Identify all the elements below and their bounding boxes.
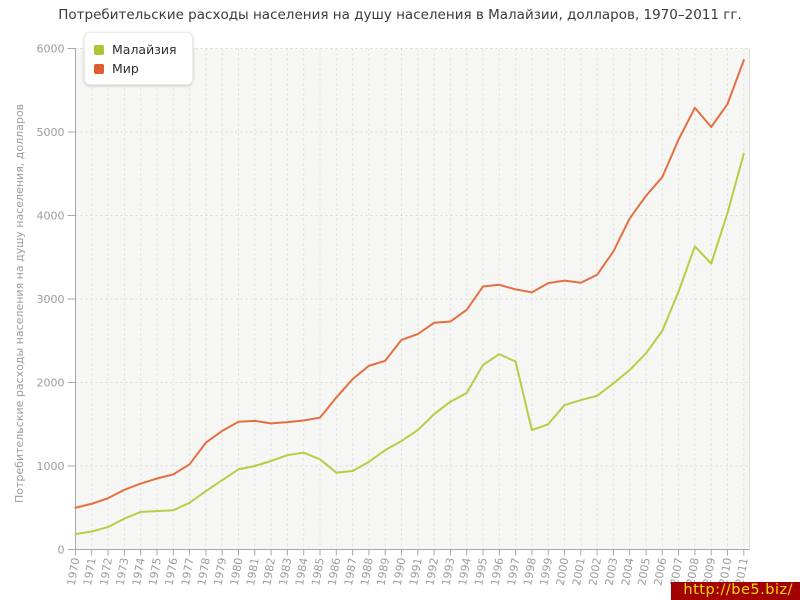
x-tick-label: 1990 <box>391 557 409 587</box>
y-tick-label: 3000 <box>37 293 65 306</box>
y-tick-label: 4000 <box>37 210 65 223</box>
x-tick-label: 2004 <box>619 557 637 587</box>
x-tick-label: 1977 <box>179 557 197 587</box>
x-tick-label: 2008 <box>684 557 702 587</box>
x-tick-label: 1999 <box>537 557 555 587</box>
legend-label-world: Мир <box>112 61 139 76</box>
x-tick-label: 1985 <box>309 557 327 587</box>
x-tick-label: 2000 <box>554 557 572 587</box>
legend-item-world[interactable]: Мир <box>94 59 177 78</box>
x-tick-label: 1974 <box>130 557 148 587</box>
x-tick-label: 2010 <box>717 557 735 587</box>
x-tick-label: 1996 <box>489 557 507 587</box>
x-tick-label: 2007 <box>668 557 686 587</box>
x-tick-label: 2003 <box>603 557 621 587</box>
legend-swatch-world-icon <box>94 63 104 74</box>
x-tick-label: 1972 <box>97 557 115 587</box>
legend-item-malaysia[interactable]: Малайзия <box>94 40 177 59</box>
x-tick-label: 1982 <box>260 557 278 587</box>
y-tick-label: 5000 <box>37 126 65 139</box>
x-tick-label: 1993 <box>440 557 458 587</box>
x-tick-label: 1971 <box>81 557 99 587</box>
x-tick-label: 2006 <box>652 557 670 587</box>
x-tick-label: 1995 <box>472 557 490 587</box>
x-tick-label: 2002 <box>586 557 604 587</box>
y-axis-title: Потребительские расходы населения на душ… <box>13 103 26 503</box>
legend-swatch-malaysia-icon <box>94 44 104 55</box>
x-tick-label: 1978 <box>195 557 213 587</box>
x-tick-label: 1980 <box>228 557 246 587</box>
x-tick-label: 1992 <box>423 557 441 587</box>
x-tick-label: 2001 <box>570 557 588 587</box>
x-tick-label: 1998 <box>521 557 539 587</box>
x-tick-label: 2005 <box>635 557 653 587</box>
y-tick-label: 6000 <box>37 43 65 56</box>
series-line-world <box>74 59 745 509</box>
watermark-link[interactable]: http://be5.biz/ <box>671 582 800 600</box>
x-tick-label: 1989 <box>374 557 392 587</box>
y-tick-label: 0 <box>58 544 65 557</box>
x-tick-label: 1983 <box>277 557 295 587</box>
x-tick-label: 1973 <box>114 557 132 587</box>
x-tick-label: 1975 <box>146 557 164 587</box>
x-tick-label: 1997 <box>505 557 523 587</box>
x-tick-label: 1979 <box>211 557 229 587</box>
legend: Малайзия Мир <box>84 32 193 85</box>
x-tick-label: 1986 <box>326 557 344 587</box>
x-tick-label: 2011 <box>733 557 751 587</box>
chart-title: Потребительские расходы населения на душ… <box>58 7 742 23</box>
y-tick-label: 2000 <box>37 377 65 390</box>
x-tick-label: 1976 <box>163 557 181 587</box>
x-tick-label: 1970 <box>65 557 83 587</box>
x-tick-label: 1981 <box>244 557 262 587</box>
legend-label-malaysia: Малайзия <box>112 42 177 57</box>
x-tick-label: 1987 <box>342 557 360 587</box>
x-tick-label: 2009 <box>700 557 718 587</box>
series-line-malaysia <box>74 152 745 536</box>
x-tick-label: 1988 <box>358 557 376 587</box>
x-tick-label: 1991 <box>407 557 425 587</box>
x-tick-label: 1994 <box>456 557 474 587</box>
x-tick-label: 1984 <box>293 557 311 587</box>
y-tick-label: 1000 <box>37 460 65 473</box>
